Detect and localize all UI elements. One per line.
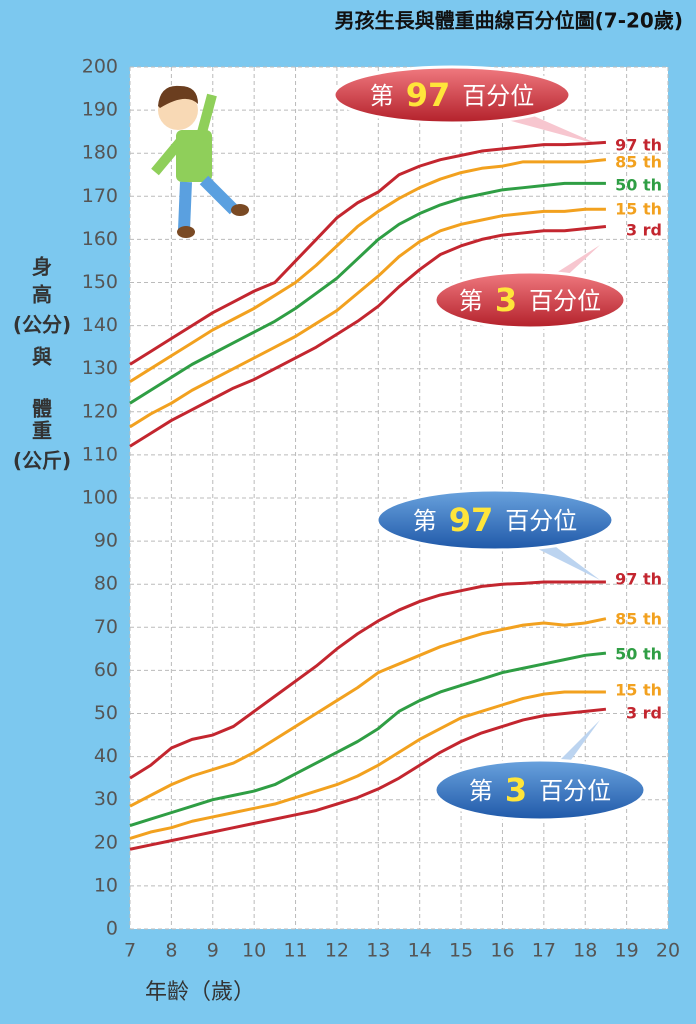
line-label: 3 rd xyxy=(626,704,662,723)
y-tick-label: 190 xyxy=(82,99,118,121)
callout: 第 3 百分位 xyxy=(459,281,601,319)
line-label: 85 th xyxy=(615,153,662,172)
percentile-line xyxy=(129,707,607,851)
y-tick-label: 70 xyxy=(94,616,118,638)
y-axis-label: 重 xyxy=(32,419,52,443)
y-tick-label: 80 xyxy=(94,573,118,595)
callout-number: 3 xyxy=(505,771,527,809)
y-tick-label: 100 xyxy=(82,487,118,509)
percentile-line xyxy=(129,224,607,448)
x-tick-label: 11 xyxy=(283,940,307,962)
line-label: 3 rd xyxy=(626,221,662,240)
callout-number: 97 xyxy=(449,501,494,539)
y-axis-label: 與 xyxy=(32,345,52,369)
x-tick-label: 18 xyxy=(573,940,597,962)
percentile-line xyxy=(129,651,607,827)
x-tick-label: 14 xyxy=(408,940,432,962)
y-tick-label: 130 xyxy=(82,357,118,379)
x-tick-label: 15 xyxy=(449,940,473,962)
callout-suffix: 百分位 xyxy=(462,82,534,110)
y-tick-label: 140 xyxy=(82,314,118,336)
y-tick-label: 60 xyxy=(94,659,118,681)
y-tick-label: 30 xyxy=(94,788,118,810)
line-label: 50 th xyxy=(615,176,662,195)
x-axis-label: 年齡（歲） xyxy=(145,980,255,1005)
line-label: 50 th xyxy=(615,645,662,664)
percentile-line xyxy=(129,158,607,383)
callout: 第 97 百分位 xyxy=(413,501,578,539)
callout: 第 97 百分位 xyxy=(370,76,535,114)
y-tick-label: 150 xyxy=(82,271,118,293)
callout-number: 97 xyxy=(406,76,451,114)
percentile-line xyxy=(129,617,607,808)
x-tick-label: 20 xyxy=(656,940,680,962)
callout-number: 3 xyxy=(495,281,517,319)
x-tick-label: 19 xyxy=(615,940,639,962)
callout-prefix: 第 xyxy=(469,777,493,805)
y-tick-label: 170 xyxy=(82,185,118,207)
percentile-line xyxy=(129,140,607,366)
chart-title: 男孩生長與體重曲線百分位圖(7-20歲) xyxy=(335,9,683,33)
line-label: 15 th xyxy=(615,681,662,700)
y-tick-label: 120 xyxy=(82,400,118,422)
line-label: 15 th xyxy=(615,200,662,219)
percentile-line xyxy=(129,690,606,840)
y-axis-label: (公分) xyxy=(13,313,71,337)
x-tick-label: 16 xyxy=(490,940,514,962)
y-tick-label: 180 xyxy=(82,142,118,164)
callout-prefix: 第 xyxy=(413,507,437,535)
x-tick-label: 8 xyxy=(165,940,177,962)
percentile-line xyxy=(129,580,606,780)
y-tick-label: 20 xyxy=(94,831,118,853)
percentile-line xyxy=(129,181,606,405)
percentile-line xyxy=(129,207,606,429)
line-label: 97 th xyxy=(615,570,662,589)
y-axis-label: 高 xyxy=(32,283,52,307)
line-label: 97 th xyxy=(615,136,662,155)
y-tick-label: 0 xyxy=(106,918,118,940)
line-label: 85 th xyxy=(615,610,662,629)
x-tick-label: 12 xyxy=(325,940,349,962)
callout-prefix: 第 xyxy=(459,287,483,315)
y-axis-label: (公斤) xyxy=(13,449,71,473)
x-tick-label: 9 xyxy=(207,940,219,962)
child-illustration xyxy=(151,85,249,238)
x-tick-label: 10 xyxy=(242,940,266,962)
y-tick-label: 40 xyxy=(94,745,118,767)
y-tick-label: 200 xyxy=(82,56,118,78)
y-tick-label: 160 xyxy=(82,228,118,250)
callout-suffix: 百分位 xyxy=(505,507,577,535)
x-tick-label: 13 xyxy=(366,940,390,962)
y-tick-label: 50 xyxy=(94,702,118,724)
y-tick-label: 10 xyxy=(94,874,118,896)
callout-suffix: 百分位 xyxy=(539,777,611,805)
y-axis-label: 身 xyxy=(32,255,52,279)
callout-suffix: 百分位 xyxy=(529,287,601,315)
callout: 第 3 百分位 xyxy=(469,771,611,809)
x-tick-label: 17 xyxy=(532,940,556,962)
callout-bubbles xyxy=(332,65,647,822)
y-tick-label: 110 xyxy=(82,443,118,465)
callout-prefix: 第 xyxy=(370,82,394,110)
y-tick-label: 90 xyxy=(94,530,118,552)
x-tick-label: 7 xyxy=(124,940,136,962)
y-axis-label: 體 xyxy=(32,397,52,421)
